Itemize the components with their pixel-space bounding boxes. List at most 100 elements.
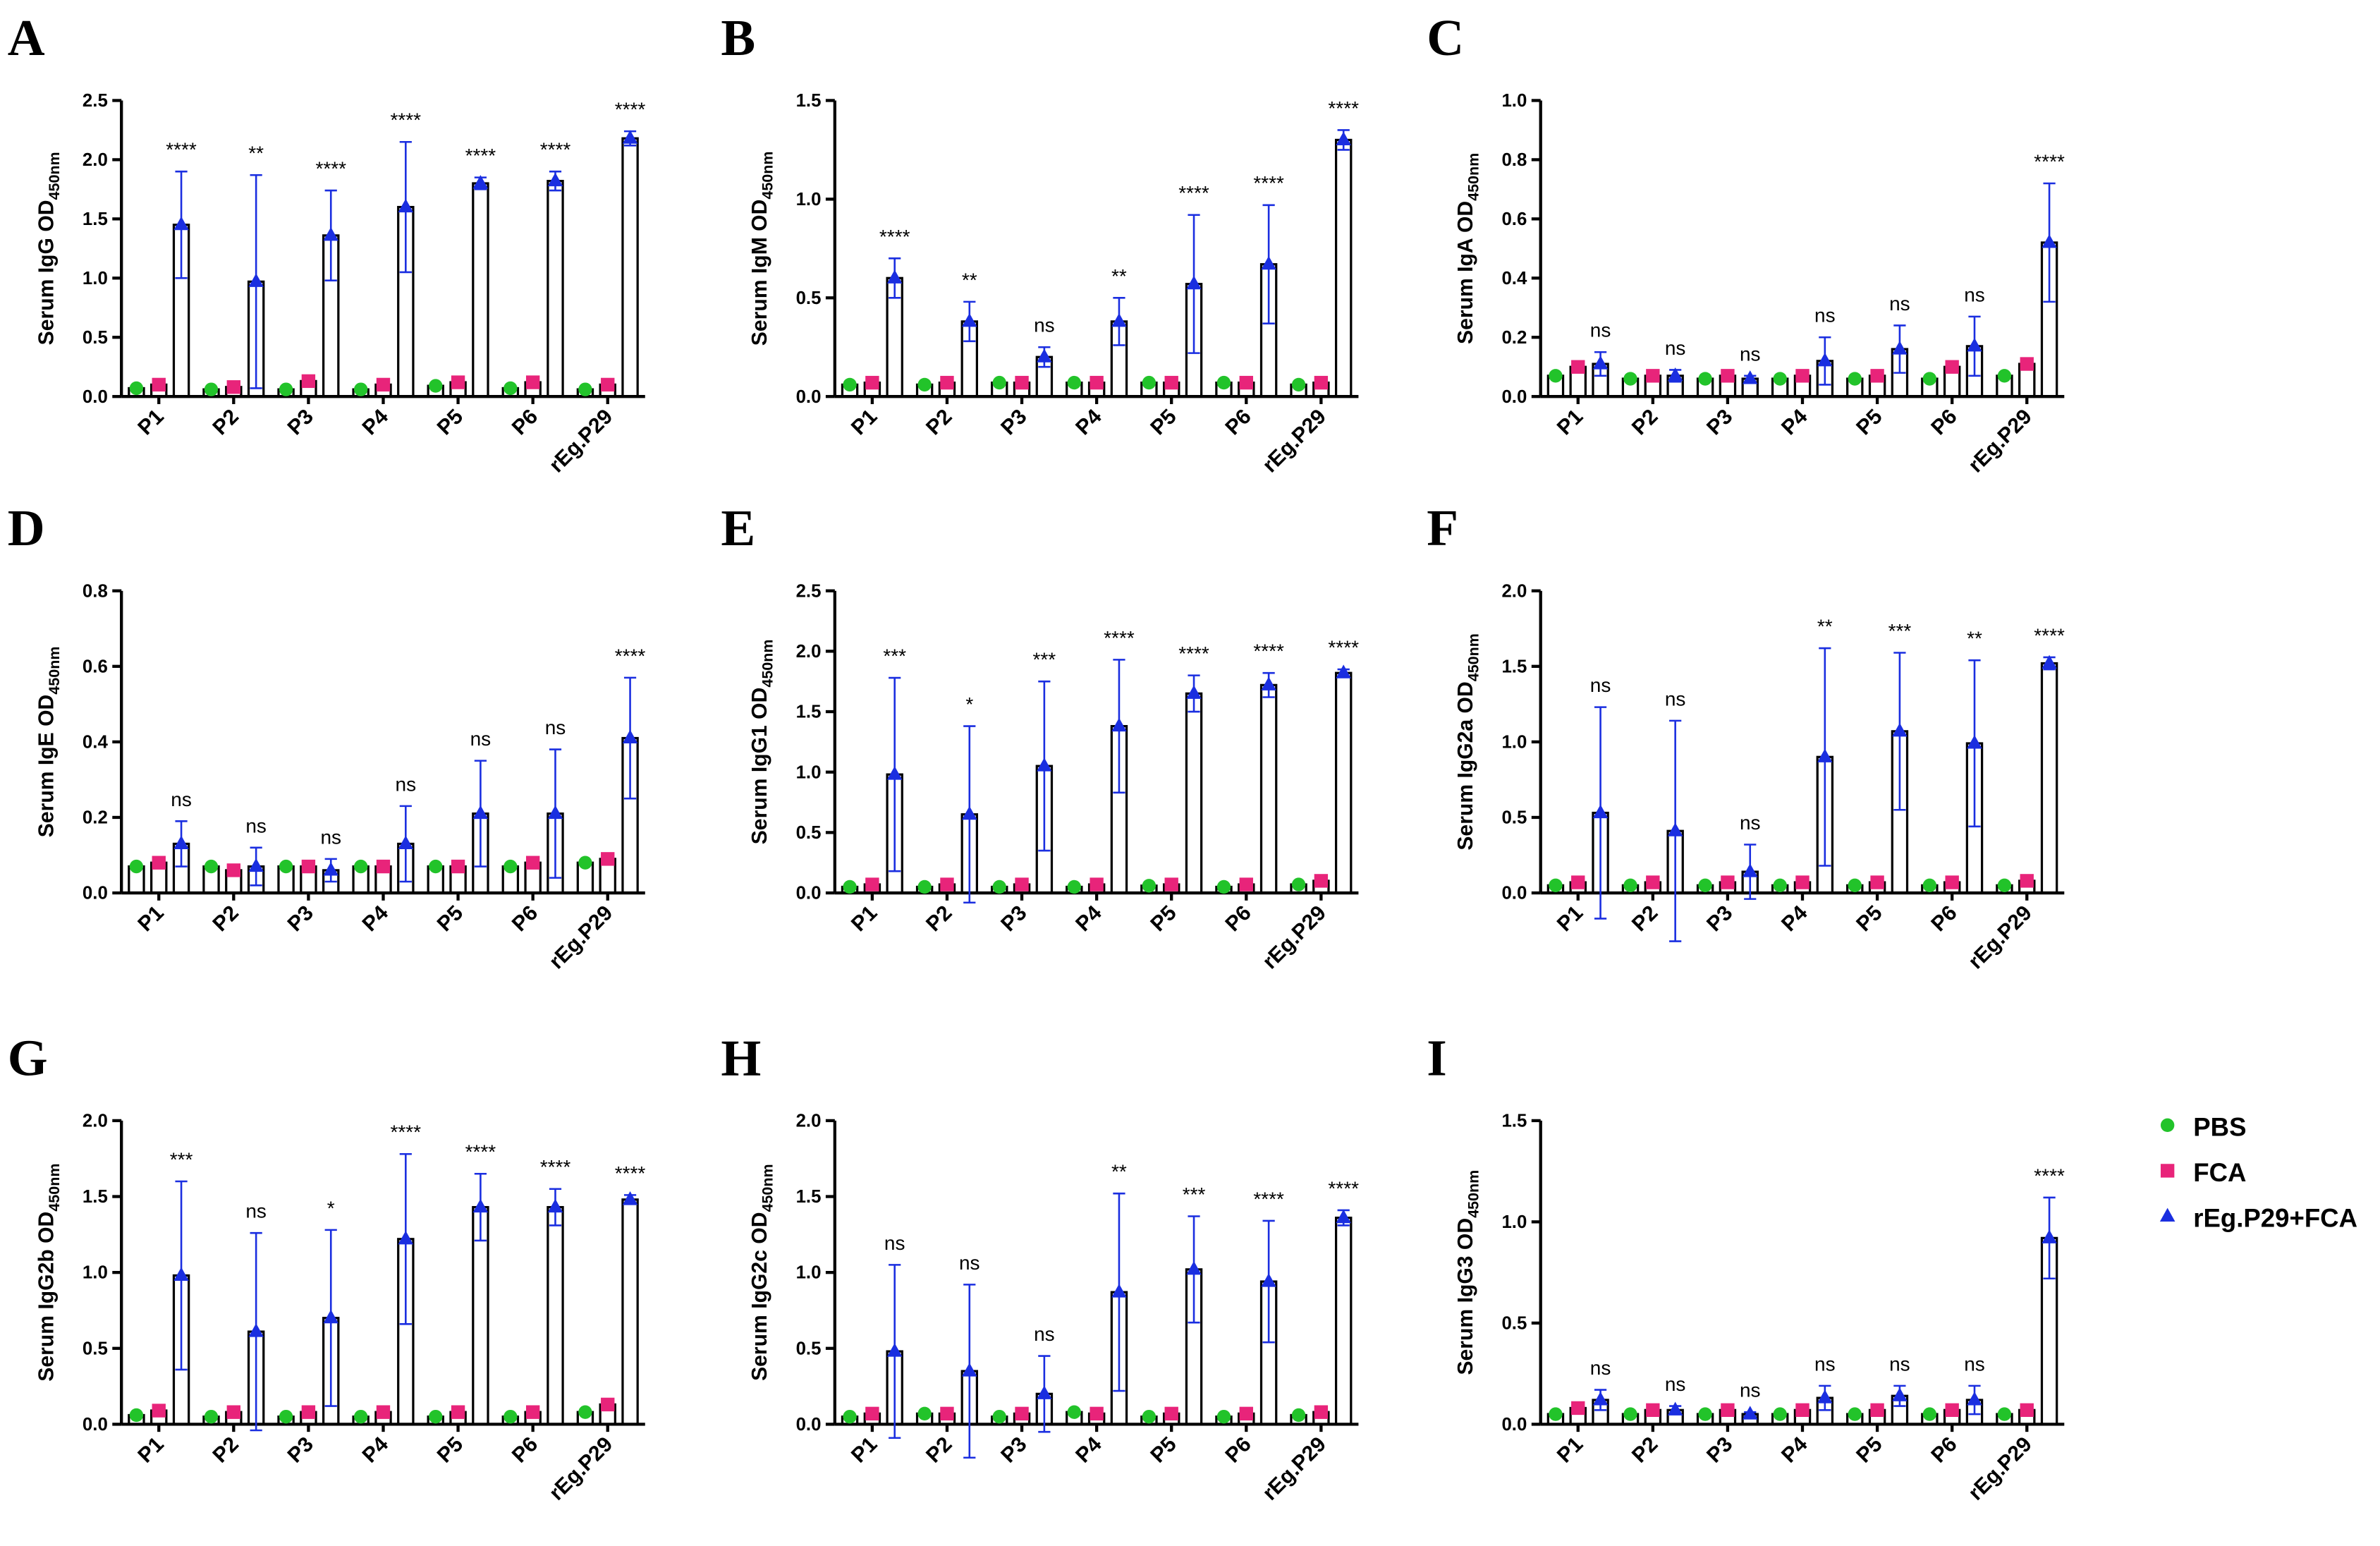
fca-point [301, 859, 316, 874]
group-point [323, 1309, 338, 1324]
group-point [1742, 1406, 1758, 1420]
significance: *** [883, 645, 906, 667]
x-tick-label: P1 [1553, 1432, 1587, 1467]
significance: **** [1328, 1177, 1359, 1199]
x-tick-label: P5 [433, 405, 468, 439]
pbs-point [1216, 375, 1231, 390]
fca-point [301, 374, 316, 389]
pbs-point [504, 381, 518, 396]
pbs-point [1142, 375, 1157, 390]
pbs-point [1773, 372, 1787, 386]
group-point [1111, 717, 1127, 732]
bar [1334, 138, 1353, 398]
fca-point [1945, 875, 1959, 889]
fca-point [1870, 1403, 1884, 1417]
group-point [173, 216, 189, 231]
y-axis-label-sub: 450nm [46, 152, 63, 200]
fca-point [601, 377, 615, 392]
group-point [547, 805, 563, 820]
significance: ns [1889, 1353, 1910, 1375]
y-axis-label-main: Serum IgM OD [748, 200, 771, 346]
fca-point [1314, 1405, 1329, 1419]
pbs-point [1997, 369, 2012, 383]
fca-point [601, 852, 615, 866]
fca-point [1239, 877, 1253, 891]
fca-point [451, 859, 465, 874]
fca-point [1945, 1403, 1959, 1417]
significance: **** [166, 139, 197, 161]
y-tick-label: 0.0 [83, 884, 108, 903]
group-point [472, 1198, 489, 1213]
fca-point [1164, 375, 1178, 390]
x-tick-label: P2 [208, 901, 243, 936]
group-point [398, 835, 414, 849]
significance: ns [320, 826, 341, 848]
fca-point [2020, 357, 2034, 371]
fca-point [525, 856, 540, 870]
significance: *** [170, 1148, 193, 1170]
y-tick-label: 1.0 [796, 190, 822, 209]
pbs-point [353, 1409, 368, 1424]
group-point [1261, 676, 1276, 690]
fca-point [2020, 1403, 2034, 1417]
x-tick-label: rEg.P29 [1258, 901, 1331, 974]
fca-point [152, 1404, 166, 1418]
fca-point [940, 1406, 954, 1421]
fca-point [1646, 369, 1660, 383]
group-point [398, 198, 414, 213]
pbs-point [1291, 877, 1306, 891]
x-tick-label: rEg.P29 [1258, 405, 1331, 477]
y-tick-label: 0.8 [83, 581, 108, 601]
fca-point [1795, 875, 1810, 889]
significance: ns [1034, 1323, 1055, 1345]
pbs-point [1773, 878, 1787, 893]
fca-point [1239, 375, 1253, 390]
pbs-point [129, 381, 144, 396]
x-tick-label: P1 [847, 1432, 881, 1467]
group-point [962, 805, 977, 820]
y-axis-label-main: Serum IgG2a OD [1454, 681, 1477, 850]
significance: ns [1590, 1357, 1611, 1379]
pbs-point [1773, 1407, 1787, 1421]
significance: ** [1967, 628, 1982, 650]
group-point [962, 1363, 977, 1377]
significance: ns [1964, 1353, 1985, 1375]
significance: ns [470, 728, 492, 750]
y-tick-label: 2.0 [796, 1112, 822, 1131]
fca-point [1015, 877, 1029, 891]
y-axis-label: Serum IgG2c OD450nm [748, 1164, 776, 1381]
x-tick-label: P3 [1702, 901, 1737, 936]
x-tick-label: P5 [1146, 901, 1180, 936]
y-tick-label: 0.5 [83, 1339, 108, 1358]
significance: **** [1328, 637, 1359, 659]
pbs-point [1698, 372, 1712, 386]
significance: ns [1665, 688, 1686, 710]
fca-point [2020, 874, 2034, 888]
x-tick-label: P3 [1702, 405, 1737, 439]
pbs-point [1549, 878, 1563, 893]
panel-letter: I [1427, 1029, 1446, 1086]
pbs-point [1623, 878, 1637, 893]
significance: ns [545, 717, 566, 738]
x-tick-label: P3 [996, 1432, 1031, 1467]
group-point [1817, 1389, 1833, 1404]
significance: ** [1111, 1161, 1127, 1183]
y-axis-label: Serum IgG2a OD450nm [1454, 633, 1482, 851]
y-tick-label: 0.2 [1501, 328, 1527, 348]
group-point [248, 273, 264, 287]
group-point [1817, 352, 1833, 367]
x-tick-label: P2 [208, 1432, 243, 1467]
bar [1259, 683, 1278, 894]
fca-point [865, 877, 879, 891]
x-tick-label: P5 [433, 901, 468, 936]
pbs-point [504, 1409, 518, 1424]
y-tick-label: 1.5 [796, 702, 822, 722]
x-tick-label: P4 [358, 1432, 393, 1468]
group-point [622, 729, 638, 744]
fca-point [376, 377, 391, 392]
group-point [1667, 367, 1683, 382]
significance: **** [391, 1121, 422, 1143]
significance: ns [1740, 812, 1761, 834]
fca-point [376, 1405, 391, 1419]
group-point [886, 1343, 903, 1357]
